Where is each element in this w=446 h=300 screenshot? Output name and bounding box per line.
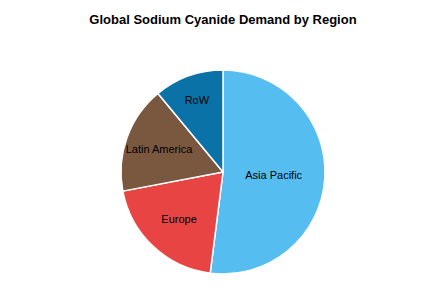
svg-text:Latin America: Latin America bbox=[126, 143, 194, 155]
svg-text:Europe: Europe bbox=[161, 213, 196, 225]
svg-text:Global Sodium Cyanide Demand b: Global Sodium Cyanide Demand by Region bbox=[89, 12, 356, 27]
svg-text:Asia Pacific: Asia Pacific bbox=[245, 169, 302, 181]
svg-text:RoW: RoW bbox=[185, 94, 210, 106]
